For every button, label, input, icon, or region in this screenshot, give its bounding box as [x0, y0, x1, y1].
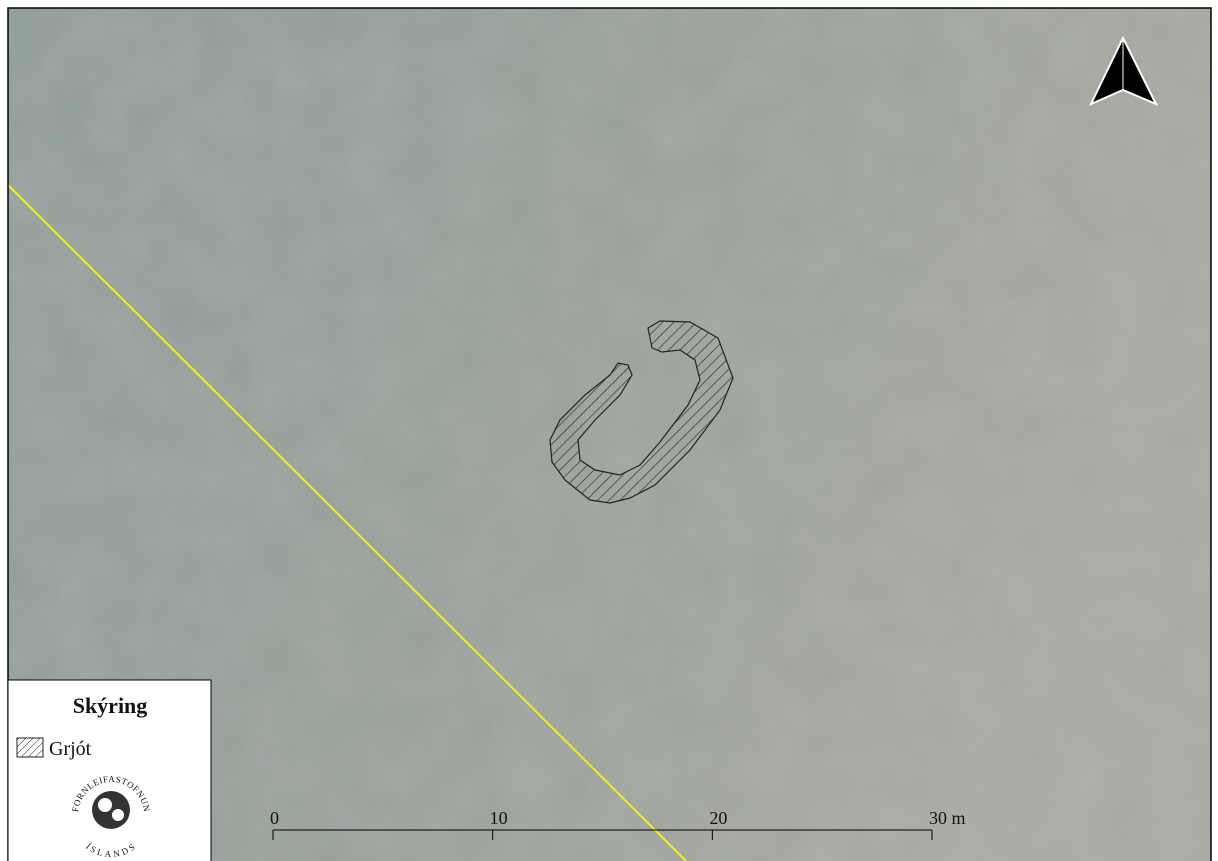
legend-title: Skýring	[73, 693, 148, 718]
map-frame	[7, 7, 1212, 861]
logo-emblem-detail	[112, 809, 124, 821]
stone-feature	[549, 320, 734, 504]
scale-label: 30 m	[929, 808, 966, 828]
legend-box	[7, 679, 212, 861]
boundary-line	[7, 184, 687, 861]
scale-label: 0	[270, 808, 279, 828]
scale-bar: 0 10 20 30 m	[270, 808, 966, 840]
north-arrow	[1088, 35, 1159, 107]
logo-emblem-detail	[98, 798, 112, 812]
legend: Skýring Grjót FORNLEIFASTOFNUN ÍSLANDS	[7, 679, 212, 861]
legend-item: Grjót	[49, 738, 92, 760]
legend-swatch	[16, 737, 44, 758]
scale-label: 20	[709, 808, 727, 828]
logo-emblem	[92, 791, 130, 829]
scale-label: 10	[490, 808, 508, 828]
